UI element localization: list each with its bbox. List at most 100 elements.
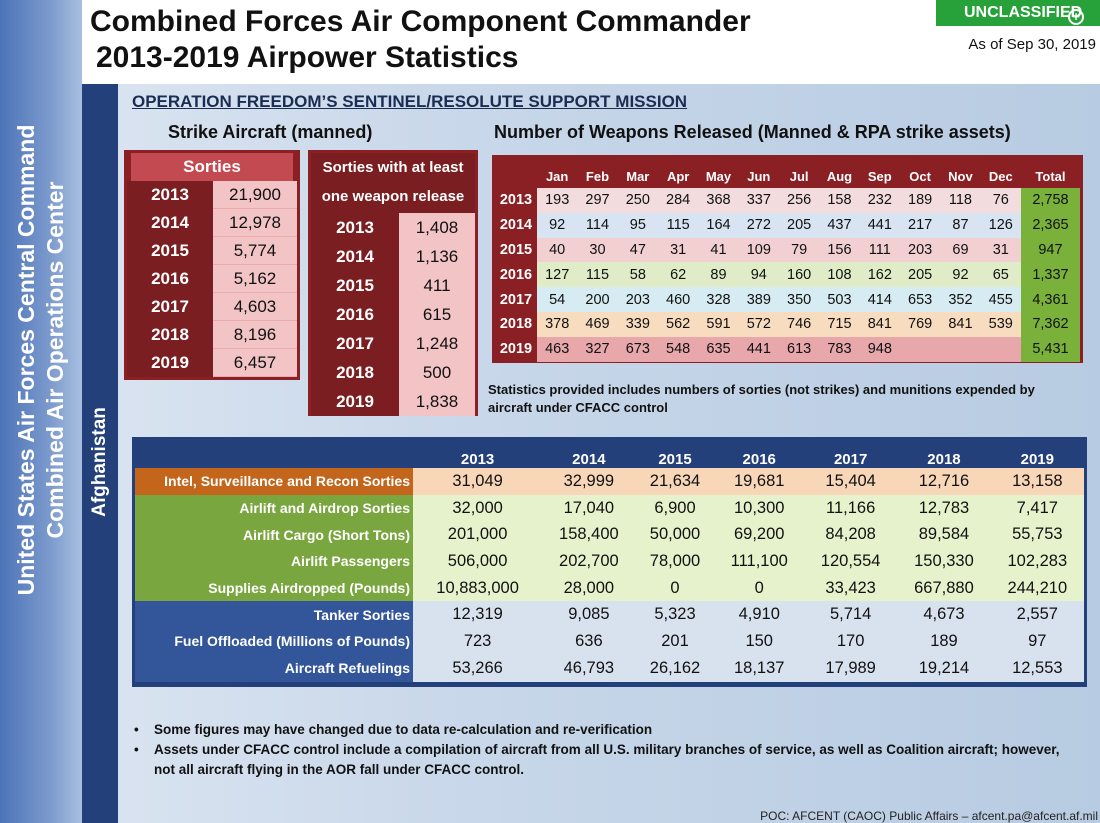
month-header: Oct [899, 158, 941, 188]
weapons-cell: 414 [859, 287, 900, 312]
weapons-cell: 164 [698, 212, 739, 238]
sorties-year: 2017 [127, 293, 213, 321]
weapons-cell: 41 [698, 237, 739, 263]
airpower-cell: 19,681 [714, 468, 804, 495]
classification-label: UNCLASSIFIED [964, 4, 1083, 21]
airpower-cell: 46,793 [542, 654, 636, 682]
weapons-cell: 115 [657, 212, 699, 238]
weapon-release-row: 2019 1,838 [311, 387, 475, 416]
airpower-cell: 5,714 [803, 601, 898, 629]
weapons-cell: 40 [537, 237, 578, 263]
weapons-cell: 368 [698, 188, 739, 213]
airpower-cell: 84,208 [803, 521, 898, 549]
month-header: Mar [617, 158, 658, 188]
weapons-cell: 193 [537, 188, 578, 213]
airpower-cell: 10,883,000 [413, 574, 543, 602]
airpower-row: Aircraft Refuelings 53,266 46,793 26,162 18,… [135, 654, 1084, 682]
airpower-cell: 12,319 [413, 601, 543, 629]
weapons-cell: 256 [778, 188, 820, 213]
sorties-year: 2014 [127, 209, 213, 237]
plus-icon[interactable]: + [1068, 9, 1084, 25]
airpower-cell: 32,000 [413, 494, 543, 522]
airpower-cell: 89,584 [897, 521, 991, 549]
weapons-row: 2014 92 114 95 115 164 272 205 437 441 217 87 126 2,3… [495, 212, 1080, 238]
sorties-row: 2013 21,900 [127, 181, 297, 209]
weapons-total: 5,431 [1020, 336, 1080, 362]
sorties-value: 4,603 [213, 293, 297, 321]
month-header: Aug [819, 158, 860, 188]
weapons-cell: 92 [940, 262, 981, 288]
weapons-cell: 455 [980, 287, 1021, 312]
airpower-cell: 120,554 [803, 548, 898, 575]
weapons-cell: 948 [859, 336, 900, 362]
month-header: Feb [577, 158, 618, 188]
airpower-cell: 6,900 [635, 494, 715, 522]
airpower-cell: 506,000 [413, 548, 543, 575]
airpower-cell: 9,085 [542, 601, 636, 629]
weapons-cell: 232 [859, 188, 900, 213]
airpower-cell: 201,000 [413, 521, 543, 549]
weapon-release-value: 1,136 [399, 242, 475, 271]
weapons-cell: 76 [980, 188, 1021, 213]
weapons-cell: 31 [980, 237, 1021, 263]
weapons-cell: 69 [940, 237, 981, 263]
weapons-row: 2017 54 200 203 460 328 389 350 503 414 653 352 455 4… [495, 287, 1080, 312]
airpower-cell: 19,214 [897, 654, 991, 682]
airpower-row-label: Airlift and Airdrop Sorties [135, 494, 413, 522]
year-header: 2017 [803, 440, 898, 468]
airpower-cell: 5,323 [635, 601, 715, 629]
weapons-cell: 200 [577, 287, 618, 312]
weapons-cell: 111 [859, 237, 900, 263]
sorties-row: 2018 8,196 [127, 321, 297, 349]
weapons-cell: 337 [738, 188, 779, 213]
weapon-release-year: 2013 [311, 213, 399, 242]
year-header: 2019 [990, 440, 1084, 468]
sorties-row: 2017 4,603 [127, 293, 297, 321]
airpower-row-label: Supplies Airdropped (Pounds) [135, 574, 413, 602]
weapon-release-value: 500 [399, 358, 475, 387]
sorties-value: 5,774 [213, 237, 297, 265]
weapons-year: 2019 [495, 336, 537, 362]
sorties-year: 2013 [127, 181, 213, 209]
weapons-cell: 79 [778, 237, 820, 263]
year-header: 2013 [413, 440, 543, 468]
weapons-cell: 562 [657, 311, 699, 337]
airpower-cell: 723 [413, 628, 543, 655]
weapons-year: 2016 [495, 262, 537, 288]
weapons-year: 2015 [495, 237, 537, 263]
weapons-total: 2,758 [1020, 188, 1080, 213]
weapons-cell: 160 [778, 262, 820, 288]
sorties-year: 2019 [127, 349, 213, 377]
weapons-total: 4,361 [1020, 287, 1080, 312]
weapons-year: 2013 [495, 188, 537, 213]
weapons-cell: 746 [778, 311, 820, 337]
sorties-row: 2019 6,457 [127, 349, 297, 377]
strike-heading: Strike Aircraft (manned) [168, 122, 373, 142]
weapon-release-value: 1,838 [399, 387, 475, 416]
airpower-cell: 55,753 [990, 521, 1084, 549]
year-header-blank [495, 158, 537, 188]
weapon-release-sorties-table: Sorties with at least one weapon release… [308, 150, 478, 416]
weapons-cell: 715 [819, 311, 860, 337]
airpower-cell: 150,330 [897, 548, 991, 575]
weapons-cell [940, 336, 981, 362]
airpower-cell: 53,266 [413, 654, 543, 682]
stats-note: Statistics provided includes numbers of … [488, 382, 1035, 415]
year-header: 2015 [635, 440, 715, 468]
weapons-cell: 189 [899, 188, 941, 213]
region-label: Afghanistan [89, 407, 110, 517]
airpower-cell: 111,100 [714, 548, 804, 575]
month-header: Jan [537, 158, 578, 188]
weapons-cell: 635 [698, 336, 739, 362]
month-header: Jul [778, 158, 820, 188]
note-item: Some figures may have changed due to dat… [134, 720, 1084, 740]
weapon-release-year: 2015 [311, 271, 399, 300]
weapons-heading: Number of Weapons Released (Manned & RPA… [494, 122, 1011, 142]
weapons-cell: 297 [577, 188, 618, 213]
weapons-cell: 572 [738, 311, 779, 337]
weapons-cell: 47 [617, 237, 658, 263]
weapons-cell: 95 [617, 212, 658, 238]
weapons-row: 2015 40 30 47 31 41 109 79 156 111 203 69 31 947 [495, 237, 1080, 263]
airpower-cell: 78,000 [635, 548, 715, 575]
weapons-cell: 156 [819, 237, 860, 263]
